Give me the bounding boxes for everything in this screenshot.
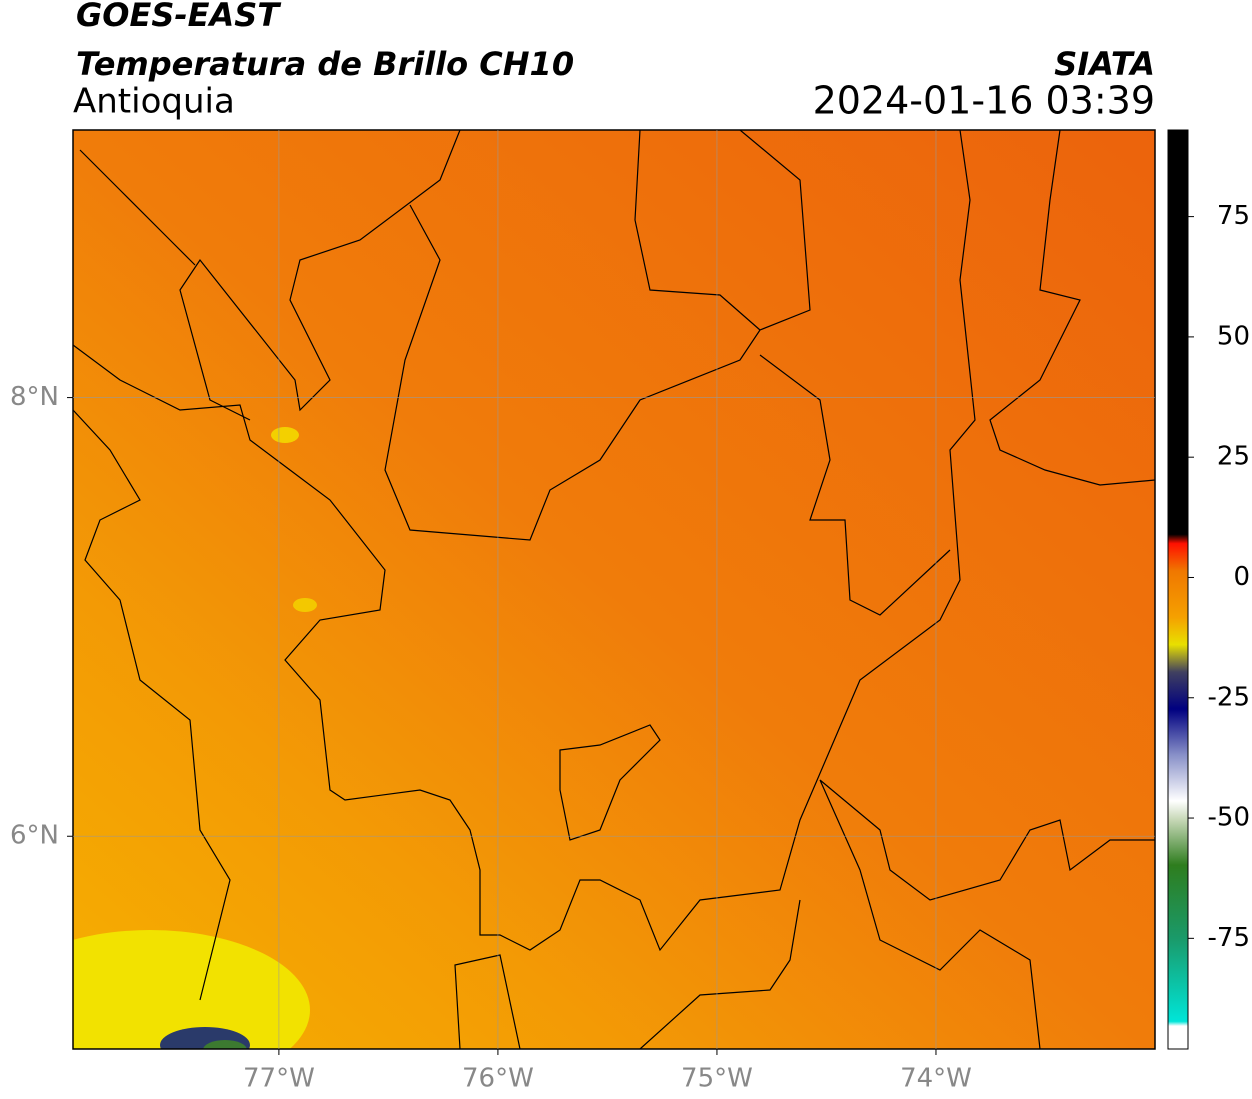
colorbar-tick-label: 25 <box>1217 442 1250 472</box>
border <box>179 130 461 421</box>
map <box>73 130 1155 1049</box>
map-frame <box>72 129 1156 1050</box>
cold-area <box>73 930 310 1049</box>
colorbar <box>1167 129 1189 1050</box>
x-tick-label: 76°W <box>462 1064 534 1094</box>
colorbar-tick-label: -50 <box>1208 803 1250 833</box>
x-tick-label: 77°W <box>243 1064 315 1094</box>
warm-spot <box>293 598 317 612</box>
border <box>384 130 811 541</box>
timestamp: 2024-01-16 03:39 <box>813 79 1155 123</box>
x-tick-label: 74°W <box>900 1064 972 1094</box>
map-field <box>73 130 1155 1049</box>
y-tick-label: 8°N <box>10 382 59 412</box>
colorbar-tick-label: -75 <box>1208 923 1250 953</box>
border <box>759 354 951 616</box>
warm-spot <box>271 427 299 443</box>
colorbar-tick-label: 75 <box>1217 201 1250 231</box>
region: Antioquia <box>73 82 235 122</box>
subtitle: Temperatura de Brillo CH10 <box>76 45 574 83</box>
border <box>559 724 661 841</box>
source: SIATA <box>1054 45 1155 83</box>
x-tick-label: 75°W <box>681 1064 753 1094</box>
colorbar-tick-label: -25 <box>1208 682 1250 712</box>
coast <box>73 149 231 1001</box>
border <box>73 130 976 952</box>
y-tick-label: 6°N <box>10 821 59 851</box>
border <box>454 779 1155 1049</box>
title: GOES-EAST <box>76 0 281 34</box>
colorbar-tick-label: 0 <box>1233 562 1250 592</box>
colorbar-tick-label: 50 <box>1217 321 1250 351</box>
cloud-core <box>203 1040 247 1049</box>
border <box>634 130 1155 486</box>
